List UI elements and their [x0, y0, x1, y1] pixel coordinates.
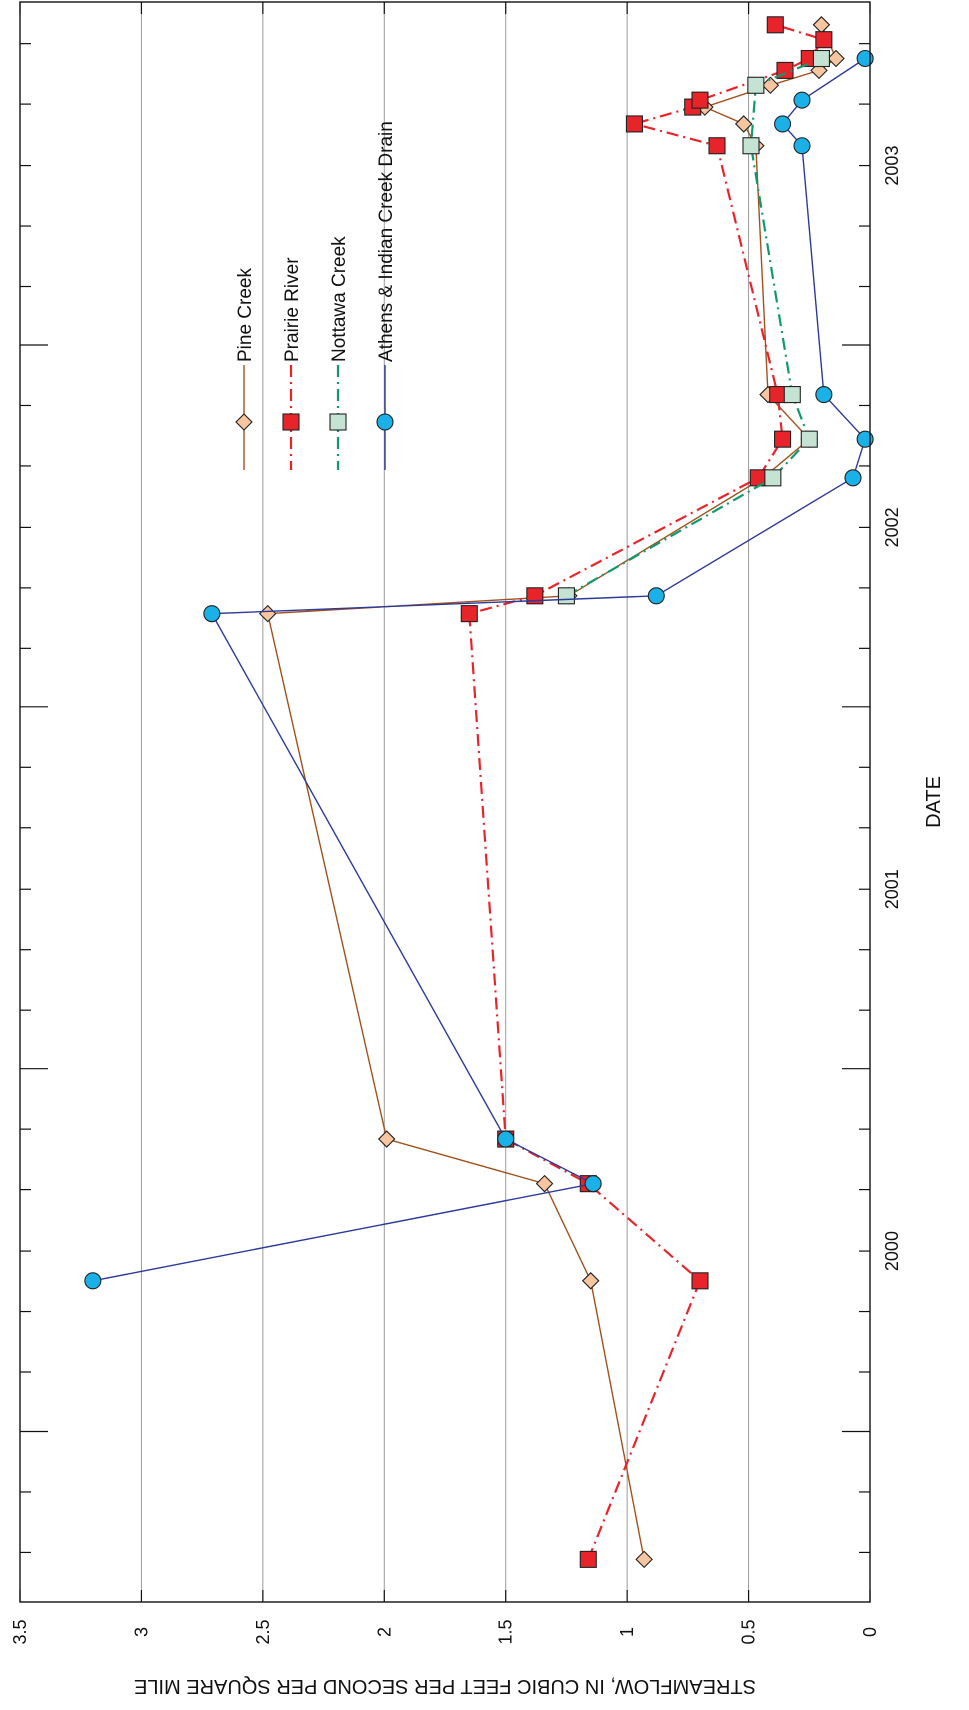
data-point-prairie-river	[526, 587, 544, 605]
legend-entry-athens-indian-creek-drain: Athens & Indian Creek Drain	[376, 121, 397, 470]
y-tick-label: 2.5	[253, 1619, 273, 1644]
series-nottawa-creek	[557, 49, 830, 605]
y-axis-label: STREAMFLOW, IN CUBIC FEET PER SECOND PER…	[134, 1675, 756, 1697]
y-tick-label: 1.5	[496, 1619, 516, 1644]
legend-label-prairie-river: Prairie River	[282, 257, 303, 362]
data-point-athens-indian-creek-drain	[815, 386, 833, 404]
axis-ticks	[19, 2, 871, 1602]
data-point-pine-creek	[761, 76, 780, 95]
legend-marker-athens-indian-creek-drain	[376, 413, 394, 431]
year-label: 2003	[882, 146, 902, 186]
data-point-nottawa-creek	[764, 469, 782, 487]
legend-marker-pine-creek	[235, 413, 253, 431]
year-label: 2002	[882, 507, 902, 547]
data-point-athens-indian-creek-drain	[497, 1130, 515, 1148]
data-point-athens-indian-creek-drain	[203, 605, 221, 623]
year-label: 2001	[882, 869, 902, 909]
data-point-nottawa-creek	[800, 430, 818, 448]
data-point-prairie-river	[691, 91, 709, 109]
data-point-prairie-river	[460, 605, 478, 623]
year-label: 2000	[882, 1231, 902, 1271]
data-point-athens-indian-creek-drain	[584, 1175, 602, 1193]
x-axis-label: DATE	[923, 776, 945, 828]
data-point-prairie-river	[766, 16, 784, 34]
y-tick-labels: 0 0.5 1 1.5 2 2.5 3 3.5	[10, 1619, 880, 1644]
data-point-athens-indian-creek-drain	[647, 587, 665, 605]
legend-label-pine-creek: Pine Creek	[235, 268, 256, 362]
data-point-athens-indian-creek-drain	[844, 469, 862, 487]
legend-entry-pine-creek: Pine Creek	[235, 268, 256, 470]
data-point-nottawa-creek	[783, 386, 801, 404]
y-tick-label: 3.5	[10, 1619, 30, 1644]
data-point-pine-creek	[734, 115, 753, 133]
legend-entry-nottawa-creek: Nottawa Creek	[329, 236, 350, 470]
series-line-prairie-river	[468, 23, 826, 1560]
data-point-prairie-river	[769, 386, 787, 404]
data-point-nottawa-creek	[557, 587, 575, 605]
data-point-athens-indian-creek-drain	[84, 1272, 102, 1290]
data-point-nottawa-creek	[812, 49, 830, 68]
legend-label-athens-indian-creek-drain: Athens & Indian Creek Drain	[376, 121, 397, 362]
data-point-prairie-river	[625, 115, 643, 133]
data-point-prairie-river	[774, 430, 792, 448]
data-point-athens-indian-creek-drain	[774, 115, 792, 133]
data-point-athens-indian-creek-drain	[856, 49, 874, 68]
data-point-pine-creek	[581, 1272, 600, 1290]
data-point-nottawa-creek	[742, 137, 760, 155]
legend: Pine Creek Prairie River Nottawa Creek Athe…	[235, 121, 397, 470]
legend-label-nottawa-creek: Nottawa Creek	[329, 236, 350, 362]
data-point-prairie-river	[691, 1272, 709, 1290]
data-point-pine-creek	[635, 1550, 653, 1569]
series-layer	[84, 16, 874, 1569]
y-tick-label: 0	[860, 1627, 880, 1637]
series-athens-indian-creek-drain	[84, 49, 874, 1290]
data-point-pine-creek	[827, 49, 845, 68]
data-point-nottawa-creek	[747, 76, 765, 94]
legend-marker-nottawa-creek	[329, 413, 347, 431]
y-tick-label: 1	[617, 1627, 637, 1637]
year-labels: 2000 2001 2002 2003	[882, 146, 902, 1272]
data-point-pine-creek	[377, 1130, 396, 1148]
data-point-prairie-river	[708, 137, 726, 155]
data-point-athens-indian-creek-drain	[793, 137, 811, 155]
y-tick-label: 2	[374, 1627, 394, 1637]
data-point-pine-creek	[535, 1174, 554, 1193]
y-tick-label: 0.5	[739, 1619, 759, 1644]
legend-marker-prairie-river	[282, 413, 300, 431]
data-point-athens-indian-creek-drain	[856, 430, 874, 448]
series-line-pine-creek	[266, 24, 837, 1560]
data-point-athens-indian-creek-drain	[793, 91, 811, 109]
legend-entry-prairie-river: Prairie River	[282, 257, 303, 470]
data-point-prairie-river	[815, 31, 833, 49]
plot-frame	[19, 1, 871, 1603]
data-point-prairie-river	[579, 1550, 597, 1568]
grid-lines	[140, 2, 750, 1602]
y-tick-label: 3	[131, 1627, 151, 1637]
